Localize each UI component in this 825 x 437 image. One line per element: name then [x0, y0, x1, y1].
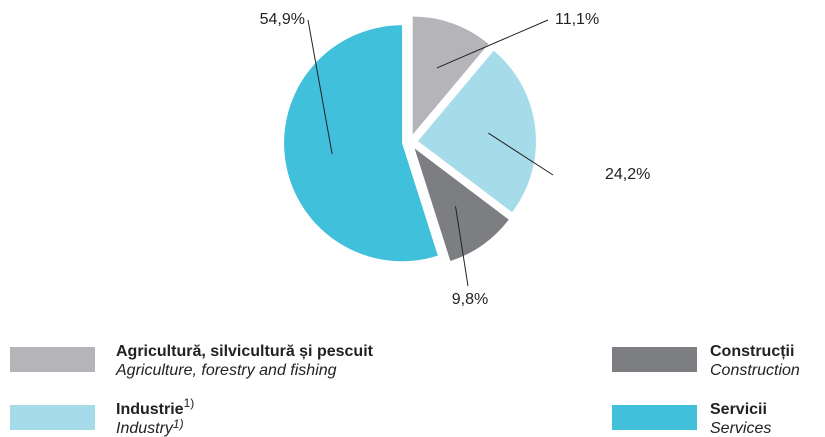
legend-label-ro: Agricultură, silvicultură și pescuit — [116, 343, 374, 360]
data-label: 9,8% — [452, 291, 488, 308]
legend-label: Construcții — [710, 343, 794, 360]
legend-label: Agricultură, silvicultură și pescuit — [116, 343, 374, 360]
legend-label-en-text: Services — [710, 420, 771, 437]
legend-swatch — [10, 405, 95, 430]
leader-line — [307, 19, 333, 155]
pie-slice — [412, 16, 489, 135]
legend-label: Industrie1) — [116, 396, 194, 418]
legend-label-ro: Industrie — [116, 401, 184, 418]
data-label: 54,9% — [260, 11, 305, 28]
leader-line — [455, 206, 469, 287]
legend-label-en: Agriculture, forestry and fishing — [115, 362, 337, 379]
legend-swatch — [612, 405, 697, 430]
legend-swatch — [10, 347, 95, 372]
data-label: 11,1% — [555, 11, 599, 28]
leader-line — [488, 132, 554, 176]
pie-slice — [284, 25, 438, 262]
legend-label: Servicii — [710, 401, 767, 418]
legend-label-en-text: Construction — [710, 362, 800, 379]
legend-label-ro: Servicii — [710, 401, 767, 418]
legend-label-en-text: Agriculture, forestry and fishing — [115, 362, 337, 379]
pie-slice — [417, 50, 536, 213]
leader-line — [436, 19, 549, 69]
legend-label-en: Construction — [710, 362, 800, 379]
legend-label-ro: Construcții — [710, 343, 794, 360]
legend-label-en: Services — [710, 420, 771, 437]
data-label: 24,2% — [605, 166, 650, 183]
footnote-mark: 1) — [173, 417, 184, 431]
footnote-mark: 1) — [184, 396, 195, 410]
legend-swatch — [612, 347, 697, 372]
legend-label-en: Industry1) — [116, 417, 184, 437]
legend-label-en-text: Industry — [116, 420, 174, 437]
pie-slice — [414, 148, 509, 261]
